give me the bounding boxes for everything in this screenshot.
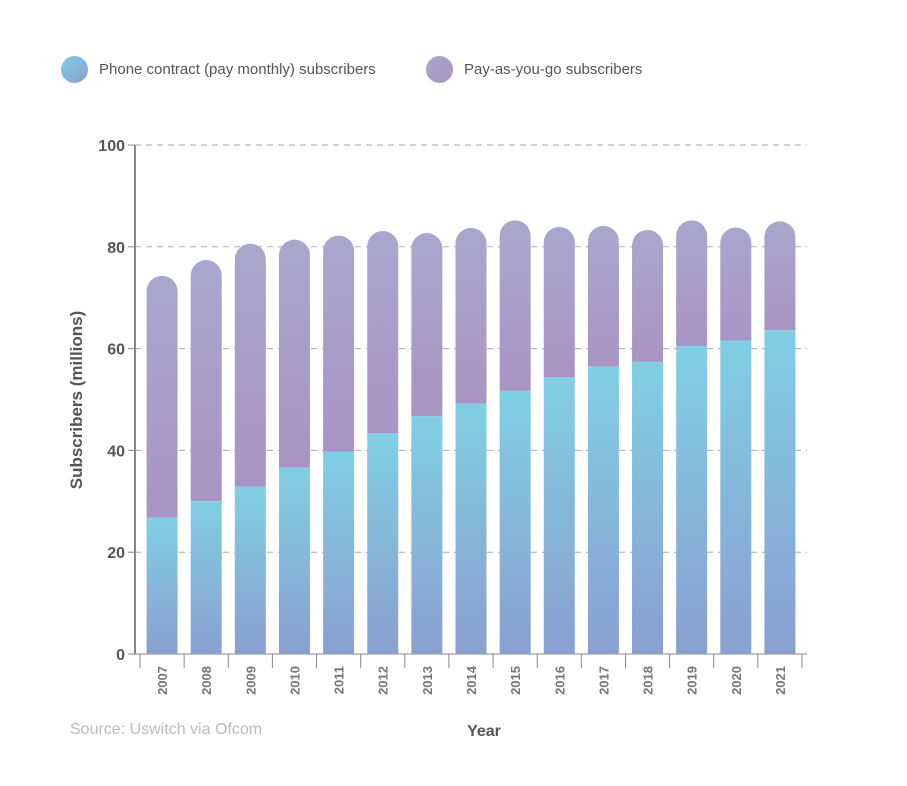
x-tick-label: 2017 — [596, 666, 611, 695]
x-tick-label: 2021 — [773, 666, 788, 695]
bar-contract-2009 — [234, 486, 266, 654]
x-tick-label: 2010 — [287, 666, 302, 695]
bar-payg-2013 — [411, 233, 443, 417]
x-tick-label: 2013 — [420, 666, 435, 695]
x-tick-label: 2019 — [685, 666, 700, 695]
bar-contract-2019 — [676, 346, 708, 654]
bar-contract-2011 — [323, 451, 355, 654]
bar-payg-2016 — [543, 226, 575, 378]
x-tick-label: 2016 — [552, 666, 567, 695]
bar-payg-2018 — [632, 230, 664, 362]
bar-contract-2015 — [499, 390, 531, 654]
x-tick-label: 2007 — [155, 666, 170, 695]
y-tick-label: 60 — [107, 342, 125, 359]
bar-payg-2012 — [367, 231, 399, 434]
x-axis-title: Year — [467, 723, 501, 740]
x-tick-label: 2012 — [376, 666, 391, 695]
y-tick-label: 40 — [107, 443, 125, 460]
bar-payg-2017 — [587, 225, 619, 367]
x-tick-label: 2008 — [199, 666, 214, 695]
bar-contract-2020 — [720, 340, 752, 654]
bar-payg-2011 — [323, 235, 355, 452]
bar-payg-2020 — [720, 227, 752, 341]
bar-payg-2021 — [764, 221, 796, 331]
legend-label-contract: Phone contract (pay monthly) subscribers — [99, 61, 376, 78]
legend-swatch-contract — [61, 56, 88, 83]
x-tick-label: 2011 — [332, 666, 347, 694]
x-tick-label: 2020 — [729, 666, 744, 695]
bar-contract-2008 — [190, 501, 222, 654]
x-tick-label: 2009 — [243, 666, 258, 695]
bar-contract-2016 — [543, 377, 575, 654]
legend-item-contract: Phone contract (pay monthly) subscribers — [61, 56, 376, 83]
bar-contract-2007 — [146, 517, 178, 654]
bar-contract-2014 — [455, 403, 487, 654]
y-tick-label: 20 — [107, 545, 125, 562]
bar-payg-2019 — [676, 220, 708, 347]
bar-payg-2015 — [499, 220, 531, 391]
bar-payg-2010 — [278, 239, 310, 468]
x-tick-label: 2015 — [508, 666, 523, 695]
legend-item-payg: Pay-as-you-go subscribers — [426, 56, 642, 83]
y-tick-label: 0 — [116, 647, 125, 664]
bar-payg-2014 — [455, 227, 487, 404]
bar-contract-2018 — [632, 361, 664, 654]
x-tick-label: 2018 — [641, 666, 656, 695]
y-tick-label: 100 — [98, 138, 125, 155]
y-tick-label: 80 — [107, 240, 125, 257]
bar-payg-2009 — [234, 243, 266, 487]
bar-payg-2007 — [146, 275, 178, 518]
legend-swatch-payg — [426, 56, 453, 83]
y-axis-title: Subscribers (millions) — [67, 311, 86, 490]
bar-contract-2010 — [278, 467, 310, 654]
bar-payg-2008 — [190, 260, 222, 502]
bar-contract-2013 — [411, 416, 443, 654]
legend-label-payg: Pay-as-you-go subscribers — [464, 61, 643, 78]
bar-contract-2012 — [367, 433, 399, 654]
x-tick-label: 2014 — [464, 665, 479, 695]
bar-contract-2017 — [587, 366, 619, 654]
source-note: Source: Uswitch via Ofcom — [70, 721, 263, 738]
bar-contract-2021 — [764, 330, 796, 654]
